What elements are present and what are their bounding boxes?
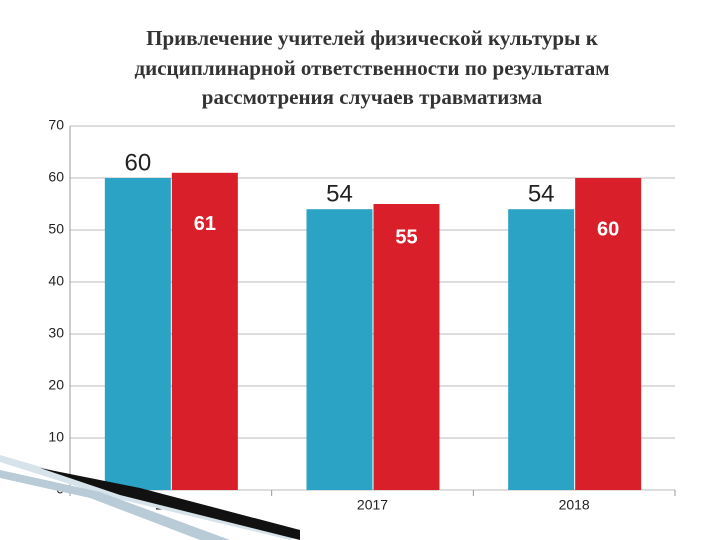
bar	[373, 204, 440, 490]
bar	[104, 178, 171, 490]
plot: 010203040506070201660612017545520185460	[48, 117, 676, 513]
x-tick-label: 2017	[357, 497, 388, 513]
y-tick-label: 10	[48, 429, 64, 445]
value-label: 54	[326, 181, 353, 208]
chart-title: рассмотрения случаев травматизма	[202, 85, 543, 109]
value-label: 54	[528, 181, 555, 208]
y-tick-label: 60	[48, 169, 64, 185]
bar	[575, 178, 642, 490]
y-tick-label: 40	[48, 273, 64, 289]
y-tick-label: 50	[48, 221, 64, 237]
chart-title: Привлечение учителей физической культуры…	[146, 26, 599, 50]
y-tick-label: 30	[48, 325, 64, 341]
value-label: 60	[124, 149, 151, 176]
x-tick-label: 2018	[559, 497, 590, 513]
value-label: 61	[194, 213, 216, 235]
bar	[508, 209, 575, 490]
bar	[306, 209, 373, 490]
decoration	[0, 455, 300, 540]
y-tick-label: 20	[48, 377, 64, 393]
bar	[171, 172, 238, 491]
chart-title: дисциплинарной ответственности по резуль…	[134, 56, 609, 80]
decoration-stripe	[40, 468, 300, 540]
y-tick-label: 70	[48, 117, 64, 133]
value-label: 60	[597, 218, 619, 240]
decoration-stripe	[0, 470, 230, 540]
value-label: 55	[395, 226, 417, 248]
